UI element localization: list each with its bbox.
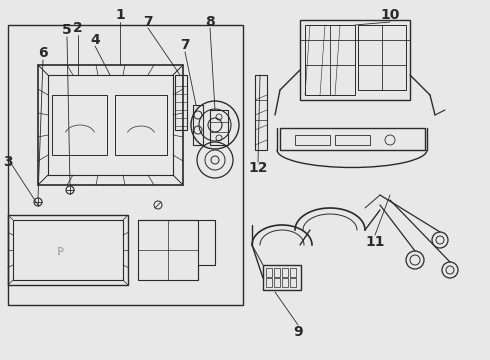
Bar	[358, 25, 406, 90]
Bar	[274, 278, 280, 287]
Text: 7: 7	[180, 38, 190, 52]
Bar	[290, 278, 296, 287]
Text: 8: 8	[205, 15, 215, 29]
Bar	[295, 135, 330, 145]
Text: 1: 1	[115, 8, 125, 22]
Bar	[8, 215, 128, 285]
Bar	[280, 128, 425, 150]
Text: 4: 4	[90, 33, 100, 47]
Bar	[274, 268, 280, 277]
Bar	[282, 268, 288, 277]
Bar	[193, 105, 203, 145]
Bar	[175, 75, 187, 130]
Bar	[138, 220, 198, 280]
Text: 10: 10	[380, 8, 400, 22]
Bar	[48, 75, 173, 175]
Text: 3: 3	[3, 155, 13, 169]
Bar	[263, 265, 301, 290]
Bar	[335, 135, 370, 145]
Bar	[255, 75, 267, 150]
Bar	[8, 25, 243, 305]
Bar	[52, 95, 107, 155]
Bar	[38, 65, 183, 185]
Bar	[266, 278, 272, 287]
Bar	[305, 25, 355, 95]
Text: 7: 7	[143, 15, 153, 29]
Bar	[300, 20, 410, 100]
Text: 11: 11	[365, 235, 385, 249]
Text: 5: 5	[62, 23, 72, 37]
Text: 12: 12	[248, 161, 268, 175]
Bar	[290, 268, 296, 277]
Text: 6: 6	[38, 46, 48, 60]
Bar	[210, 110, 228, 145]
Bar	[13, 220, 123, 280]
Text: 9: 9	[293, 325, 303, 339]
Bar	[282, 278, 288, 287]
Bar	[266, 268, 272, 277]
Text: 2: 2	[73, 21, 83, 35]
Bar	[115, 95, 167, 155]
Text: ℙ: ℙ	[56, 247, 63, 257]
